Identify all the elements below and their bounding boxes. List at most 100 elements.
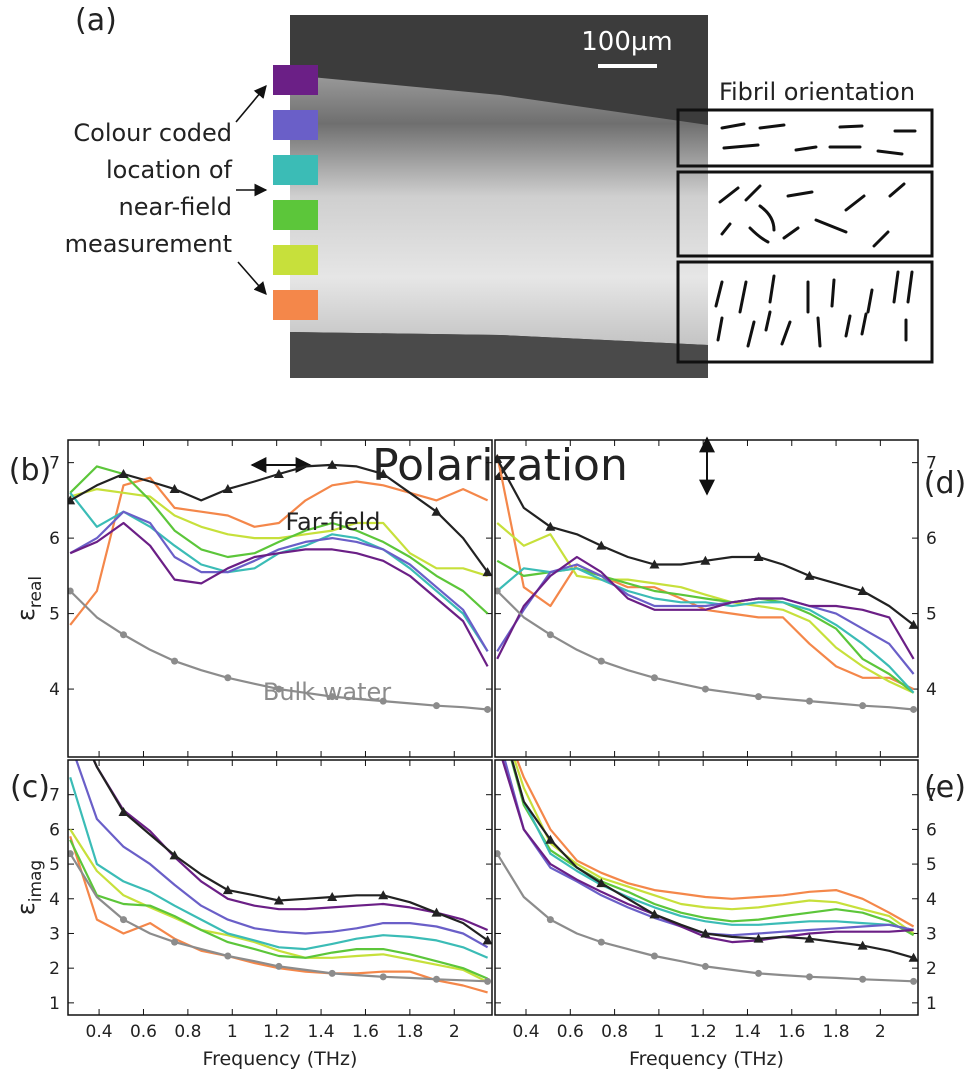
y-tick-label: 4 [926,890,937,910]
series-line [510,760,915,937]
marker [805,973,813,981]
plot-area [492,703,918,985]
x-axis-label: Frequency (THz) [629,1048,784,1070]
marker [378,468,389,478]
x-tick-label: 0.4 [86,1022,113,1042]
scale-bar-label: 100µm [581,27,673,57]
marker [857,585,868,595]
x-tick-label: 1.8 [396,1022,423,1042]
y-tick-label: 7 [49,786,60,806]
marker [859,702,867,710]
marker [755,693,763,701]
callout-line: location of [106,156,233,184]
marker [119,631,127,639]
marker [275,962,283,970]
marker [755,969,763,977]
marker [379,973,387,981]
series-line [510,760,914,932]
axes-frame [494,759,919,1016]
marker [431,506,442,516]
panel-label: (b) [9,453,51,488]
marker [484,705,492,713]
series-line [503,760,914,937]
marker [224,952,232,960]
marker [328,693,336,701]
panel-label: (e) [924,770,966,805]
marker [753,551,764,561]
callout-arrows [235,85,268,295]
x-tick-label: 1.2 [263,1022,290,1042]
x-tick-label: 1.6 [778,1022,805,1042]
series-line [69,776,489,959]
marker [804,570,815,580]
location-swatch [273,110,318,140]
y-tick-label: 5 [926,605,937,625]
marker [908,619,918,629]
series-line [496,555,915,660]
marker [546,631,554,639]
fibril-boxes [676,108,934,364]
marker [753,933,764,943]
marker [119,916,127,924]
x-tick-label: 1 [653,1022,664,1042]
marker [650,952,658,960]
x-tick-label: 2 [875,1022,886,1042]
callout-line: near-field [119,193,232,221]
y-tick-label: 2 [49,959,60,979]
series-line [496,567,915,694]
marker [171,657,179,665]
y-tick-label: 5 [49,605,60,625]
marker [224,674,232,682]
series-line [92,760,489,932]
x-tick-label: 1.2 [690,1022,717,1042]
marker [545,521,556,531]
x-tick-label: 1 [227,1022,238,1042]
series-annotation: Bulk water [263,678,391,706]
marker [433,975,441,983]
x-tick-label: 0.8 [174,1022,201,1042]
series-line [515,760,915,928]
series-line [69,465,489,615]
y-tick-label: 4 [926,680,937,700]
y-axis-subscript: imag [26,860,46,903]
marker [596,878,607,888]
axes-frame [494,439,919,758]
chart-panel: 4 5 6 7(b) εreal Bulk water Far-field [9,439,493,758]
marker [701,685,709,693]
x-tick-label: 1.6 [352,1022,379,1042]
marker [492,703,502,712]
location-swatch [273,155,318,185]
location-swatch [273,245,318,275]
location-swatch [273,65,318,95]
marker [910,977,918,985]
chart-panel: 0.4 0.6 0.8 1 1.2 1.4 1.6 1.8 2 1 2 3 4 5 6 7(e) Frequen… [492,703,966,1070]
marker [545,834,556,844]
y-tick-label: 3 [926,924,937,944]
marker [597,938,605,946]
marker [700,928,711,938]
marker [118,468,129,478]
y-tick-label: 3 [49,924,60,944]
marker [482,935,492,945]
location-swatch [273,200,318,230]
series-line [513,760,915,935]
marker [273,468,284,478]
callout-line: measurement [65,230,232,258]
marker [597,657,605,665]
x-axis-label: Frequency (THz) [203,1048,358,1070]
location-swatches [273,65,318,320]
plot-area [68,760,492,994]
micrograph [290,15,708,378]
callout-line: Colour coded [73,119,232,147]
y-tick-label: 6 [926,820,937,840]
marker [546,916,554,924]
marker [484,977,492,985]
y-tick-label: 7 [926,454,937,474]
marker [495,587,501,595]
marker [379,697,387,705]
marker [701,962,709,970]
chart-panel: 4 5 6 7(d) [494,439,966,758]
marker [805,697,813,705]
